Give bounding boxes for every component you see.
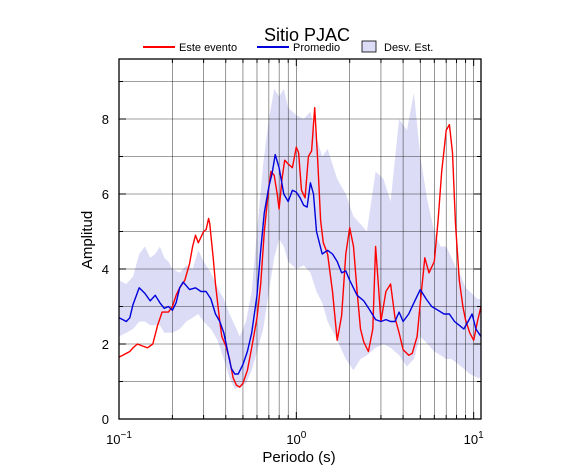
y-tick-label: 0 (102, 412, 109, 427)
std-dev-band (119, 89, 481, 389)
plot-frame (118, 58, 482, 420)
y-tick-label: 8 (102, 112, 109, 127)
series-line-promedio (118, 153, 482, 375)
plot-area: 0 2 4 6 8 10−1 100 101 (102, 58, 484, 447)
legend-label-este-evento: Este evento (179, 42, 237, 54)
chart-title: Sitio PJAC (264, 25, 350, 45)
x-tick-label: 101 (464, 430, 484, 447)
x-axis-label: Periodo (s) (262, 449, 335, 466)
y-tick-label: 2 (102, 337, 109, 352)
y-axis-label: Amplitud (79, 211, 96, 269)
x-tick-label: 10−1 (106, 430, 132, 447)
legend: Este evento Promedio Desv. Est. (143, 40, 433, 54)
legend-label-promedio: Promedio (293, 42, 340, 54)
ticks: 0 2 4 6 8 10−1 100 101 (102, 59, 484, 447)
series-line-este-evento (118, 107, 482, 388)
y-tick-label: 6 (102, 187, 109, 202)
x-tick-label: 100 (286, 430, 306, 447)
grid (119, 59, 481, 419)
y-tick-label: 4 (102, 262, 109, 277)
legend-label-desv-est: Desv. Est. (384, 42, 433, 54)
series-layer (118, 107, 482, 388)
legend-swatch-desv-est (361, 40, 377, 53)
std-dev-band-layer (119, 89, 481, 389)
